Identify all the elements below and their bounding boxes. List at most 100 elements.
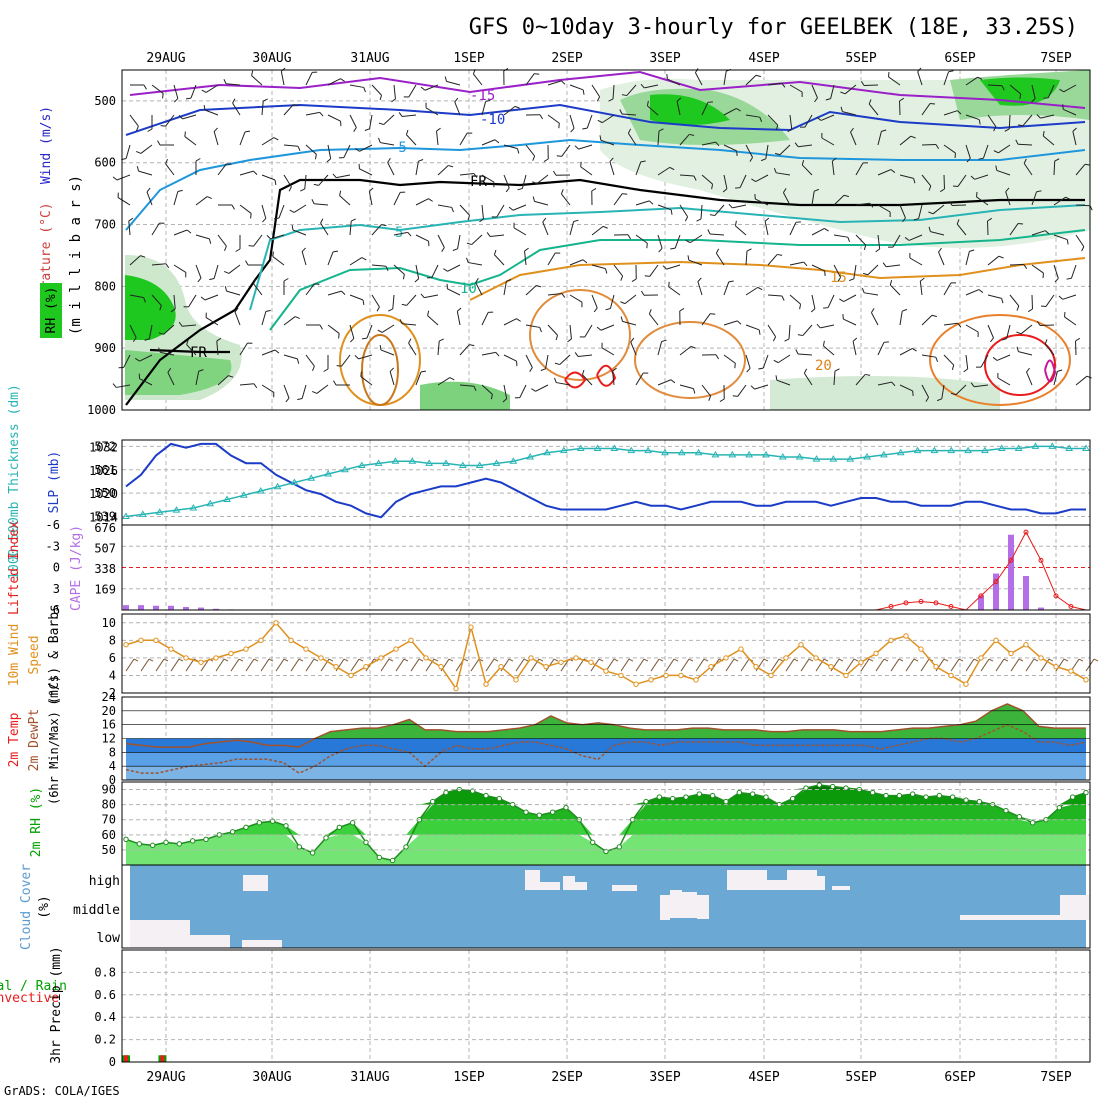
wind-barb (1070, 264, 1077, 279)
wind-barb (627, 132, 637, 146)
wind-barb (948, 200, 953, 206)
wind-barb (1017, 143, 1033, 146)
wind-barb (888, 76, 901, 86)
rh-marker (883, 792, 889, 799)
wind-barb (600, 139, 615, 146)
cloud-block (727, 870, 767, 890)
surface-wind-barb (283, 658, 289, 662)
wind-barb (630, 337, 635, 343)
wind-barb (640, 83, 645, 89)
wind-barb (420, 293, 425, 298)
wind-barb (547, 293, 562, 296)
slp-tick: 1014 (89, 510, 118, 524)
thickness-marker (863, 453, 871, 460)
wind-speed-marker (183, 655, 189, 661)
surface-wind-barb (523, 658, 529, 662)
thickness-marker (896, 448, 905, 456)
wind-barb (1062, 294, 1077, 300)
wind-barb (481, 174, 495, 183)
cape-bar (1023, 576, 1029, 610)
cape-tick: 169 (94, 582, 116, 596)
wind-barb (877, 169, 892, 176)
wind-barb (195, 196, 208, 206)
wind-barb (1027, 308, 1033, 313)
surface-wind-barb (433, 658, 439, 662)
wind-barb (737, 320, 742, 325)
wind-barb (658, 248, 663, 253)
wind-barb (693, 175, 697, 181)
wind-barb (928, 211, 934, 215)
wind-barb (855, 234, 867, 246)
wind-tick: 2 (109, 686, 116, 700)
wind-barb (767, 82, 782, 86)
day-label-top: 29AUG (146, 51, 185, 66)
panel-border (121, 439, 1091, 526)
wind-barb (709, 233, 725, 236)
wind-barb (965, 289, 980, 296)
wind-barb (525, 73, 535, 86)
wind-speed-marker (693, 677, 699, 683)
wind-speed-marker (993, 637, 999, 644)
wind-barb (701, 102, 709, 116)
wind-barb (877, 204, 891, 213)
cloud-block (242, 940, 282, 948)
temperature-label: FR (190, 345, 207, 361)
wind-speed-marker (198, 659, 204, 665)
wind-barb (767, 254, 778, 266)
surface-wind-barb (238, 658, 244, 662)
surface-wind-barb (260, 658, 270, 672)
wind-barb (803, 261, 808, 267)
wind-speed-marker (948, 672, 954, 679)
thickness-marker (745, 450, 754, 458)
wind-barb (1053, 160, 1056, 176)
rh-marker (1069, 794, 1076, 800)
cape-bar (153, 605, 159, 610)
wind-barb (1053, 371, 1058, 386)
wind-barb (472, 73, 483, 86)
rh-marker (363, 839, 369, 846)
wind-barb (407, 232, 412, 237)
wind-barb (728, 280, 734, 283)
wind-barb (773, 167, 777, 173)
thickness-marker (425, 459, 434, 466)
wind-barb (919, 281, 923, 296)
temp-tick: 16 (102, 718, 116, 732)
wind-barb (943, 110, 958, 116)
wind-speed-marker (708, 663, 714, 670)
wind-barb (679, 345, 692, 356)
wind-barb (974, 174, 989, 180)
wind-barb (503, 318, 517, 326)
wind-barb (969, 249, 975, 252)
wind-barb (919, 277, 925, 282)
wind-barb (532, 181, 538, 185)
surface-wind-barb (1063, 658, 1069, 662)
wind-barb (542, 217, 547, 223)
wind-barb (358, 354, 373, 360)
wind-speed-marker (588, 659, 594, 665)
wind-barb (619, 109, 623, 115)
precip-axis-label: Convective (0, 991, 59, 1006)
wind-barb (289, 209, 295, 213)
wind-barb (508, 206, 514, 211)
wind-barb (689, 133, 695, 136)
rh-marker (403, 844, 409, 850)
surface-wind-barb (388, 658, 394, 662)
wind-barb (990, 337, 994, 343)
wind-barb (767, 114, 779, 126)
surface-wind-barb (305, 658, 315, 672)
thickness-axis-label: 1000-500mb Thickness (dm) (7, 384, 22, 580)
cloud-level-label: low (97, 931, 121, 946)
wind-barb (234, 311, 241, 326)
thickness-marker (458, 461, 467, 468)
wind-barb (965, 251, 970, 266)
wind-barb (452, 248, 458, 251)
rh-axis-label: RH (%) (44, 287, 59, 334)
wind-barb (503, 105, 516, 116)
wind-barb (935, 357, 939, 363)
thickness-marker (206, 499, 215, 507)
wind-barb (353, 127, 357, 132)
wind-barb (580, 166, 593, 176)
wind-axis-label: Speed (27, 635, 42, 674)
wind-barb (314, 154, 317, 160)
wind-barb (559, 354, 571, 365)
